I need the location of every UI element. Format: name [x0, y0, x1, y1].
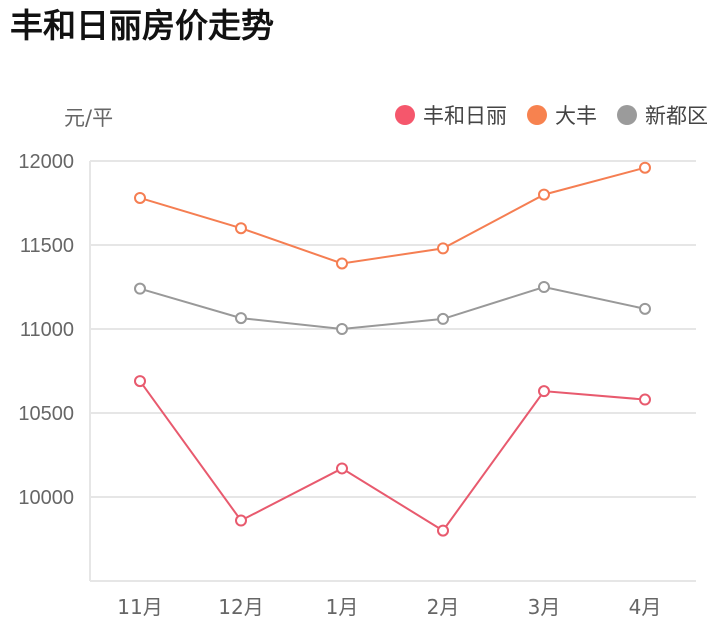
legend-item-fenghe[interactable]: 丰和日丽 [395, 100, 507, 130]
x-tick-label: 2月 [427, 595, 460, 619]
data-point[interactable] [538, 281, 550, 293]
data-point[interactable] [235, 312, 247, 325]
data-point[interactable] [639, 161, 651, 174]
data-point[interactable] [538, 385, 550, 398]
legend-dot-icon [617, 105, 637, 125]
series-line [134, 161, 651, 270]
legend-label: 丰和日丽 [423, 104, 507, 128]
series-line [134, 375, 651, 537]
data-point[interactable] [538, 188, 550, 201]
data-point[interactable] [639, 393, 651, 406]
legend-dot-icon [527, 105, 547, 125]
data-point[interactable] [235, 222, 247, 235]
x-tick-label: 12月 [218, 595, 263, 619]
series-line [134, 281, 651, 335]
y-axis-unit-label: 元/平 [64, 106, 114, 130]
legend: 丰和日丽 大丰 新都区 [375, 100, 708, 130]
data-point[interactable] [437, 242, 449, 255]
legend-item-xindu[interactable]: 新都区 [617, 100, 708, 130]
y-tick-label: 11000 [20, 319, 74, 341]
data-point[interactable] [437, 312, 449, 325]
legend-label: 新都区 [645, 104, 708, 128]
data-point[interactable] [235, 514, 247, 527]
data-point[interactable] [336, 257, 348, 270]
x-tick-label: 4月 [629, 595, 662, 619]
legend-item-dafeng[interactable]: 大丰 [527, 100, 597, 130]
x-tick-label: 11月 [117, 595, 162, 619]
data-point[interactable] [134, 375, 146, 388]
y-tick-label: 10500 [18, 403, 74, 425]
data-point[interactable] [336, 323, 348, 335]
series-lines [134, 161, 651, 537]
data-point[interactable] [336, 462, 348, 475]
data-point[interactable] [134, 191, 146, 204]
series-path [139, 380, 646, 532]
y-axis-ticks: 10000 10500 11000 11500 12000 [18, 151, 74, 509]
series-path [139, 285, 646, 331]
y-tick-label: 10000 [18, 487, 74, 509]
y-tick-label: 11500 [20, 235, 74, 257]
legend-dot-icon [395, 105, 415, 125]
data-point[interactable] [134, 282, 146, 295]
chart-title: 丰和日丽房价走势 [10, 6, 274, 45]
legend-label: 大丰 [555, 104, 597, 128]
grid-lines [89, 160, 696, 582]
data-point[interactable] [437, 524, 449, 537]
x-tick-label: 1月 [326, 595, 359, 619]
x-axis-ticks: 11月 12月 1月 2月 3月 4月 [117, 595, 661, 619]
series-path [139, 166, 646, 265]
x-tick-label: 3月 [528, 595, 561, 619]
data-point[interactable] [639, 302, 651, 315]
y-tick-label: 12000 [18, 151, 74, 173]
